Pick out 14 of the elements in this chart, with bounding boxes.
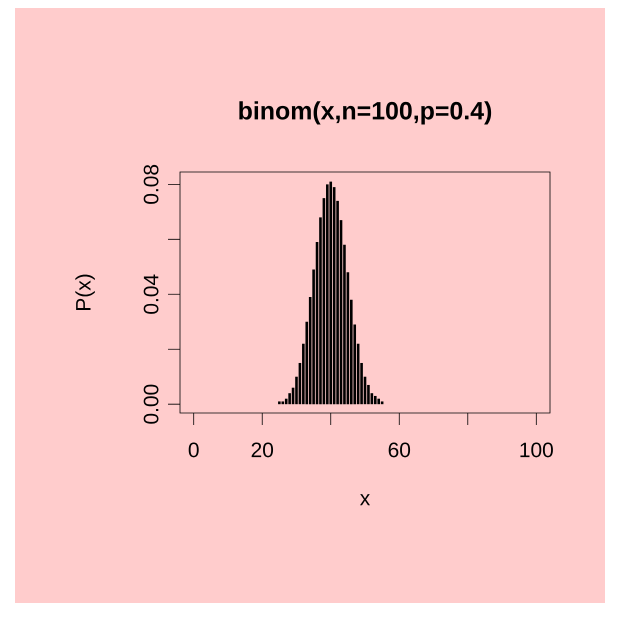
y-axis-title: P(x): [75, 274, 95, 310]
y-tick-label: 0.08: [144, 164, 158, 204]
x-tick-label: 100: [520, 442, 553, 458]
chart-title: binom(x,n=100,p=0.4): [239, 101, 492, 124]
x-tick-label: 60: [388, 442, 410, 458]
bar: [374, 396, 377, 404]
y-tick-label: 0.04: [144, 274, 158, 314]
x-tick-label: 20: [252, 442, 274, 458]
x-axis-title: x: [360, 494, 370, 506]
bar: [377, 398, 380, 404]
y-tick-label: 0.00: [144, 384, 158, 424]
x-tick-label: 0: [188, 442, 199, 458]
bar: [326, 184, 329, 404]
bar: [329, 182, 332, 404]
